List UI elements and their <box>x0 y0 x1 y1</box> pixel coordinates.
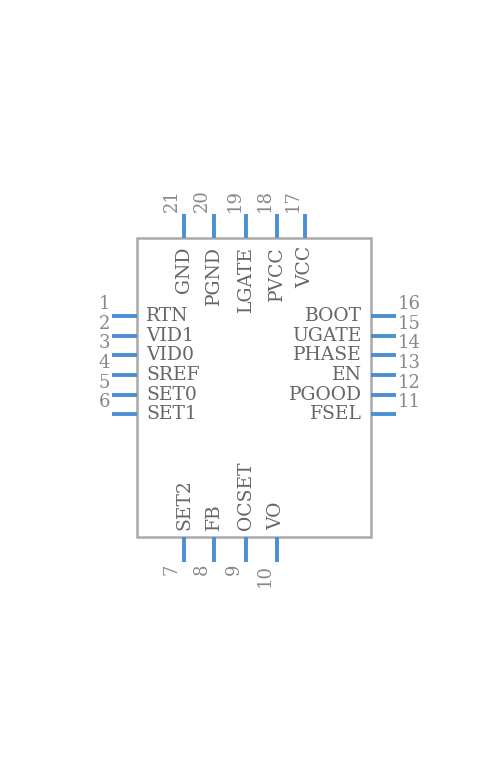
Text: RTN: RTN <box>146 307 188 325</box>
Text: 9: 9 <box>225 564 244 575</box>
Text: OCSET: OCSET <box>237 461 255 530</box>
Text: 1: 1 <box>99 295 110 313</box>
Text: 19: 19 <box>225 189 244 212</box>
Text: 4: 4 <box>99 354 110 372</box>
Text: EN: EN <box>332 366 362 384</box>
Text: SET1: SET1 <box>146 406 197 423</box>
Text: FSEL: FSEL <box>310 406 362 423</box>
Text: PHASE: PHASE <box>293 346 362 364</box>
Text: BOOT: BOOT <box>305 307 362 325</box>
Text: PVCC: PVCC <box>267 246 285 301</box>
Text: PGOOD: PGOOD <box>288 386 362 404</box>
Text: 3: 3 <box>99 334 110 353</box>
Text: 12: 12 <box>398 373 421 392</box>
Text: FB: FB <box>205 503 223 530</box>
Text: 6: 6 <box>99 393 110 412</box>
Text: UGATE: UGATE <box>292 326 362 345</box>
Text: PGND: PGND <box>205 246 223 305</box>
Text: GND: GND <box>175 246 193 293</box>
Text: 7: 7 <box>163 564 181 575</box>
Text: 18: 18 <box>256 189 274 212</box>
Text: VID1: VID1 <box>146 326 194 345</box>
Text: SET2: SET2 <box>175 478 193 530</box>
Text: 21: 21 <box>163 189 181 212</box>
Text: 15: 15 <box>398 315 421 333</box>
Text: 11: 11 <box>398 393 421 412</box>
Text: 5: 5 <box>99 373 110 392</box>
Text: 2: 2 <box>99 315 110 333</box>
Text: SET0: SET0 <box>146 386 197 404</box>
Text: 13: 13 <box>398 354 421 372</box>
Text: VO: VO <box>267 502 285 530</box>
Text: SREF: SREF <box>146 366 200 384</box>
Text: 16: 16 <box>398 295 421 313</box>
Text: 10: 10 <box>256 564 274 587</box>
Text: VID0: VID0 <box>146 346 194 364</box>
Text: LGATE: LGATE <box>237 246 255 312</box>
Bar <box>137 238 371 538</box>
Text: 8: 8 <box>193 564 211 575</box>
Text: 17: 17 <box>284 189 302 212</box>
Text: VCC: VCC <box>296 246 314 288</box>
Text: 14: 14 <box>398 334 421 353</box>
Text: 20: 20 <box>193 189 211 212</box>
